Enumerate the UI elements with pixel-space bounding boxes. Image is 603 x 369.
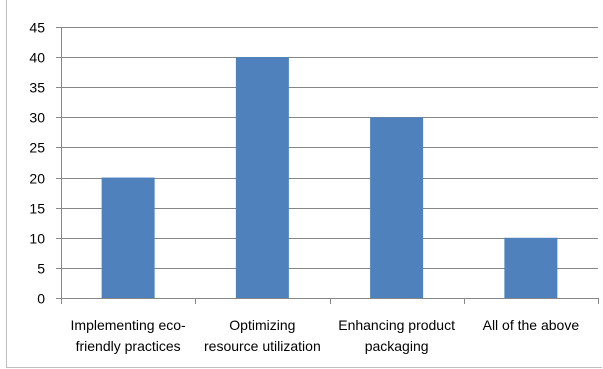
- x-tick-label: All of the above: [483, 317, 580, 333]
- chart-frame: [6, 0, 602, 368]
- bar: [101, 177, 155, 298]
- y-tick-label: 20: [29, 171, 45, 187]
- x-tick-label: Optimizing: [229, 317, 295, 333]
- y-tick-label: 25: [29, 140, 45, 156]
- x-tick-label: resource utilization: [204, 338, 321, 354]
- y-tick-label: 30: [29, 110, 45, 126]
- y-tick-label: 35: [29, 80, 45, 96]
- x-tick-label: friendly practices: [76, 338, 181, 354]
- y-tick-label: 15: [29, 201, 45, 217]
- bar: [235, 57, 289, 298]
- x-tick-label: Implementing eco-: [71, 317, 187, 333]
- y-tick-label: 45: [29, 20, 45, 36]
- bars: [101, 57, 558, 298]
- x-tick-label: Enhancing product: [338, 317, 455, 333]
- x-tick-labels: Implementing eco-friendly practices Optim…: [71, 317, 580, 354]
- axes: [56, 27, 599, 304]
- y-tick-labels: 0 5 10 15 20 25 30 35 40 45: [29, 20, 45, 307]
- x-tick-label: packaging: [365, 338, 429, 354]
- y-tick-label: 5: [37, 261, 45, 277]
- y-tick-label: 40: [29, 50, 45, 66]
- y-tick-label: 0: [37, 291, 45, 307]
- gridlines: [61, 27, 598, 269]
- y-tick-label: 10: [29, 231, 45, 247]
- bar: [504, 237, 558, 298]
- bar: [370, 117, 424, 298]
